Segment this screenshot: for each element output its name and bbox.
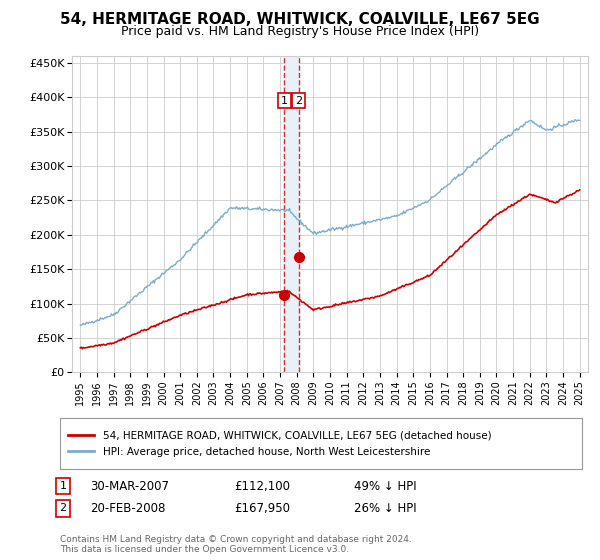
Text: 54, HERMITAGE ROAD, WHITWICK, COALVILLE, LE67 5EG: 54, HERMITAGE ROAD, WHITWICK, COALVILLE,… [60,12,540,27]
Text: £167,950: £167,950 [234,502,290,515]
Text: 1: 1 [281,96,288,106]
Text: 20-FEB-2008: 20-FEB-2008 [90,502,166,515]
Text: 1: 1 [59,481,67,491]
Text: £112,100: £112,100 [234,479,290,493]
Text: 26% ↓ HPI: 26% ↓ HPI [354,502,416,515]
Text: 30-MAR-2007: 30-MAR-2007 [90,479,169,493]
Text: Contains HM Land Registry data © Crown copyright and database right 2024.
This d: Contains HM Land Registry data © Crown c… [60,535,412,554]
Text: Price paid vs. HM Land Registry's House Price Index (HPI): Price paid vs. HM Land Registry's House … [121,25,479,38]
Bar [284,56,299,372]
Text: 2: 2 [59,503,67,514]
Legend: 54, HERMITAGE ROAD, WHITWICK, COALVILLE, LE67 5EG (detached house), HPI: Average: 54, HERMITAGE ROAD, WHITWICK, COALVILLE,… [64,426,496,461]
Text: 49% ↓ HPI: 49% ↓ HPI [354,479,416,493]
Text: 2: 2 [295,96,302,106]
